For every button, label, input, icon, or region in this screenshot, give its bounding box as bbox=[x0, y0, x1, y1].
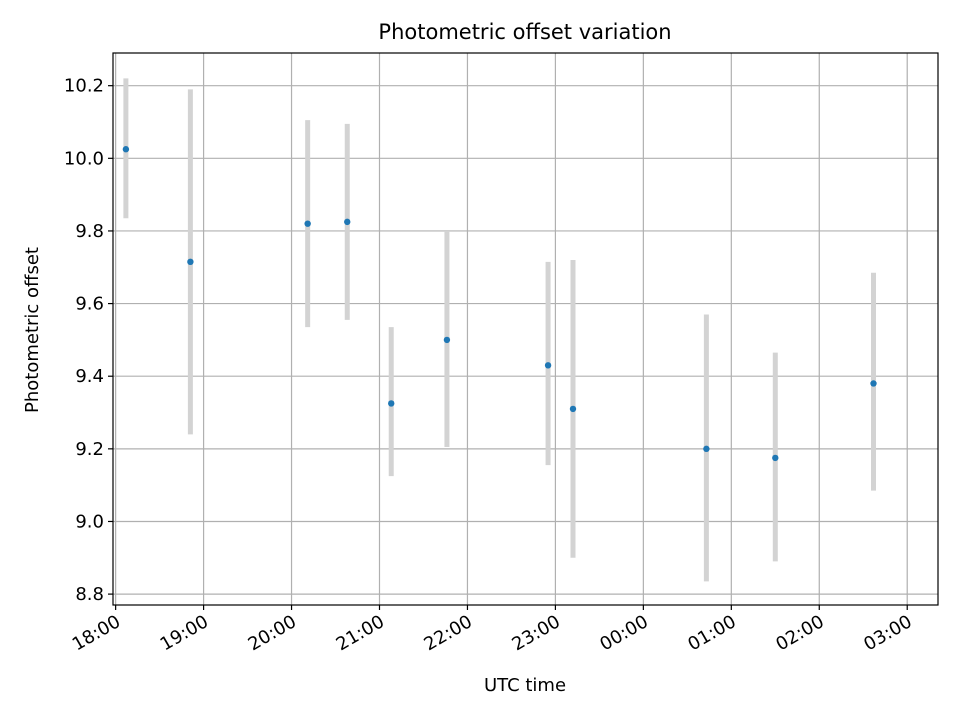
x-tick-label: 20:00 bbox=[245, 611, 300, 655]
data-point bbox=[388, 400, 395, 407]
grid bbox=[113, 53, 938, 605]
y-tick-label: 8.8 bbox=[75, 584, 104, 605]
y-tick-label: 10.0 bbox=[64, 148, 104, 169]
plot-frame bbox=[112, 52, 939, 606]
x-tick-label: 22:00 bbox=[421, 611, 476, 655]
y-axis-label: Photometric offset bbox=[22, 247, 43, 413]
data-point bbox=[544, 362, 552, 369]
data-points bbox=[122, 146, 877, 462]
x-tick-label: 18:00 bbox=[69, 611, 124, 655]
y-tick-label: 9.0 bbox=[75, 511, 104, 532]
x-tick-label: 03:00 bbox=[860, 611, 915, 655]
data-point bbox=[703, 445, 710, 453]
y-tick-label: 9.4 bbox=[75, 366, 104, 387]
y-tick-label: 9.6 bbox=[75, 294, 104, 315]
data-point bbox=[122, 146, 130, 153]
x-tick-label: 02:00 bbox=[772, 611, 827, 655]
y-tick-label: 10.2 bbox=[64, 76, 104, 97]
data-point bbox=[304, 220, 311, 227]
chart-title: Photometric offset variation bbox=[378, 20, 671, 44]
x-tick-label: 01:00 bbox=[684, 611, 739, 655]
y-axis-ticks: 8.8 9.0 9.2 9.4 9.6 9.8 10.0 10.2 bbox=[64, 76, 113, 605]
x-axis-label: UTC time bbox=[484, 675, 566, 696]
x-tick-label: 21:00 bbox=[333, 611, 388, 655]
data-point bbox=[344, 218, 351, 226]
x-axis-ticks: 18:00 19:00 20:00 21:00 22:00 23:00 00:00 01:00… bbox=[69, 605, 916, 655]
x-tick-label: 23:00 bbox=[508, 611, 563, 655]
data-point bbox=[870, 380, 877, 387]
errorbars bbox=[123, 78, 877, 582]
x-tick-label: 19:00 bbox=[157, 611, 212, 655]
y-tick-label: 9.8 bbox=[75, 221, 104, 242]
data-point bbox=[772, 454, 779, 462]
data-point bbox=[569, 405, 577, 413]
data-point bbox=[187, 258, 194, 266]
x-tick-label: 00:00 bbox=[596, 611, 651, 655]
data-point bbox=[443, 336, 451, 344]
y-tick-label: 9.2 bbox=[75, 439, 104, 460]
